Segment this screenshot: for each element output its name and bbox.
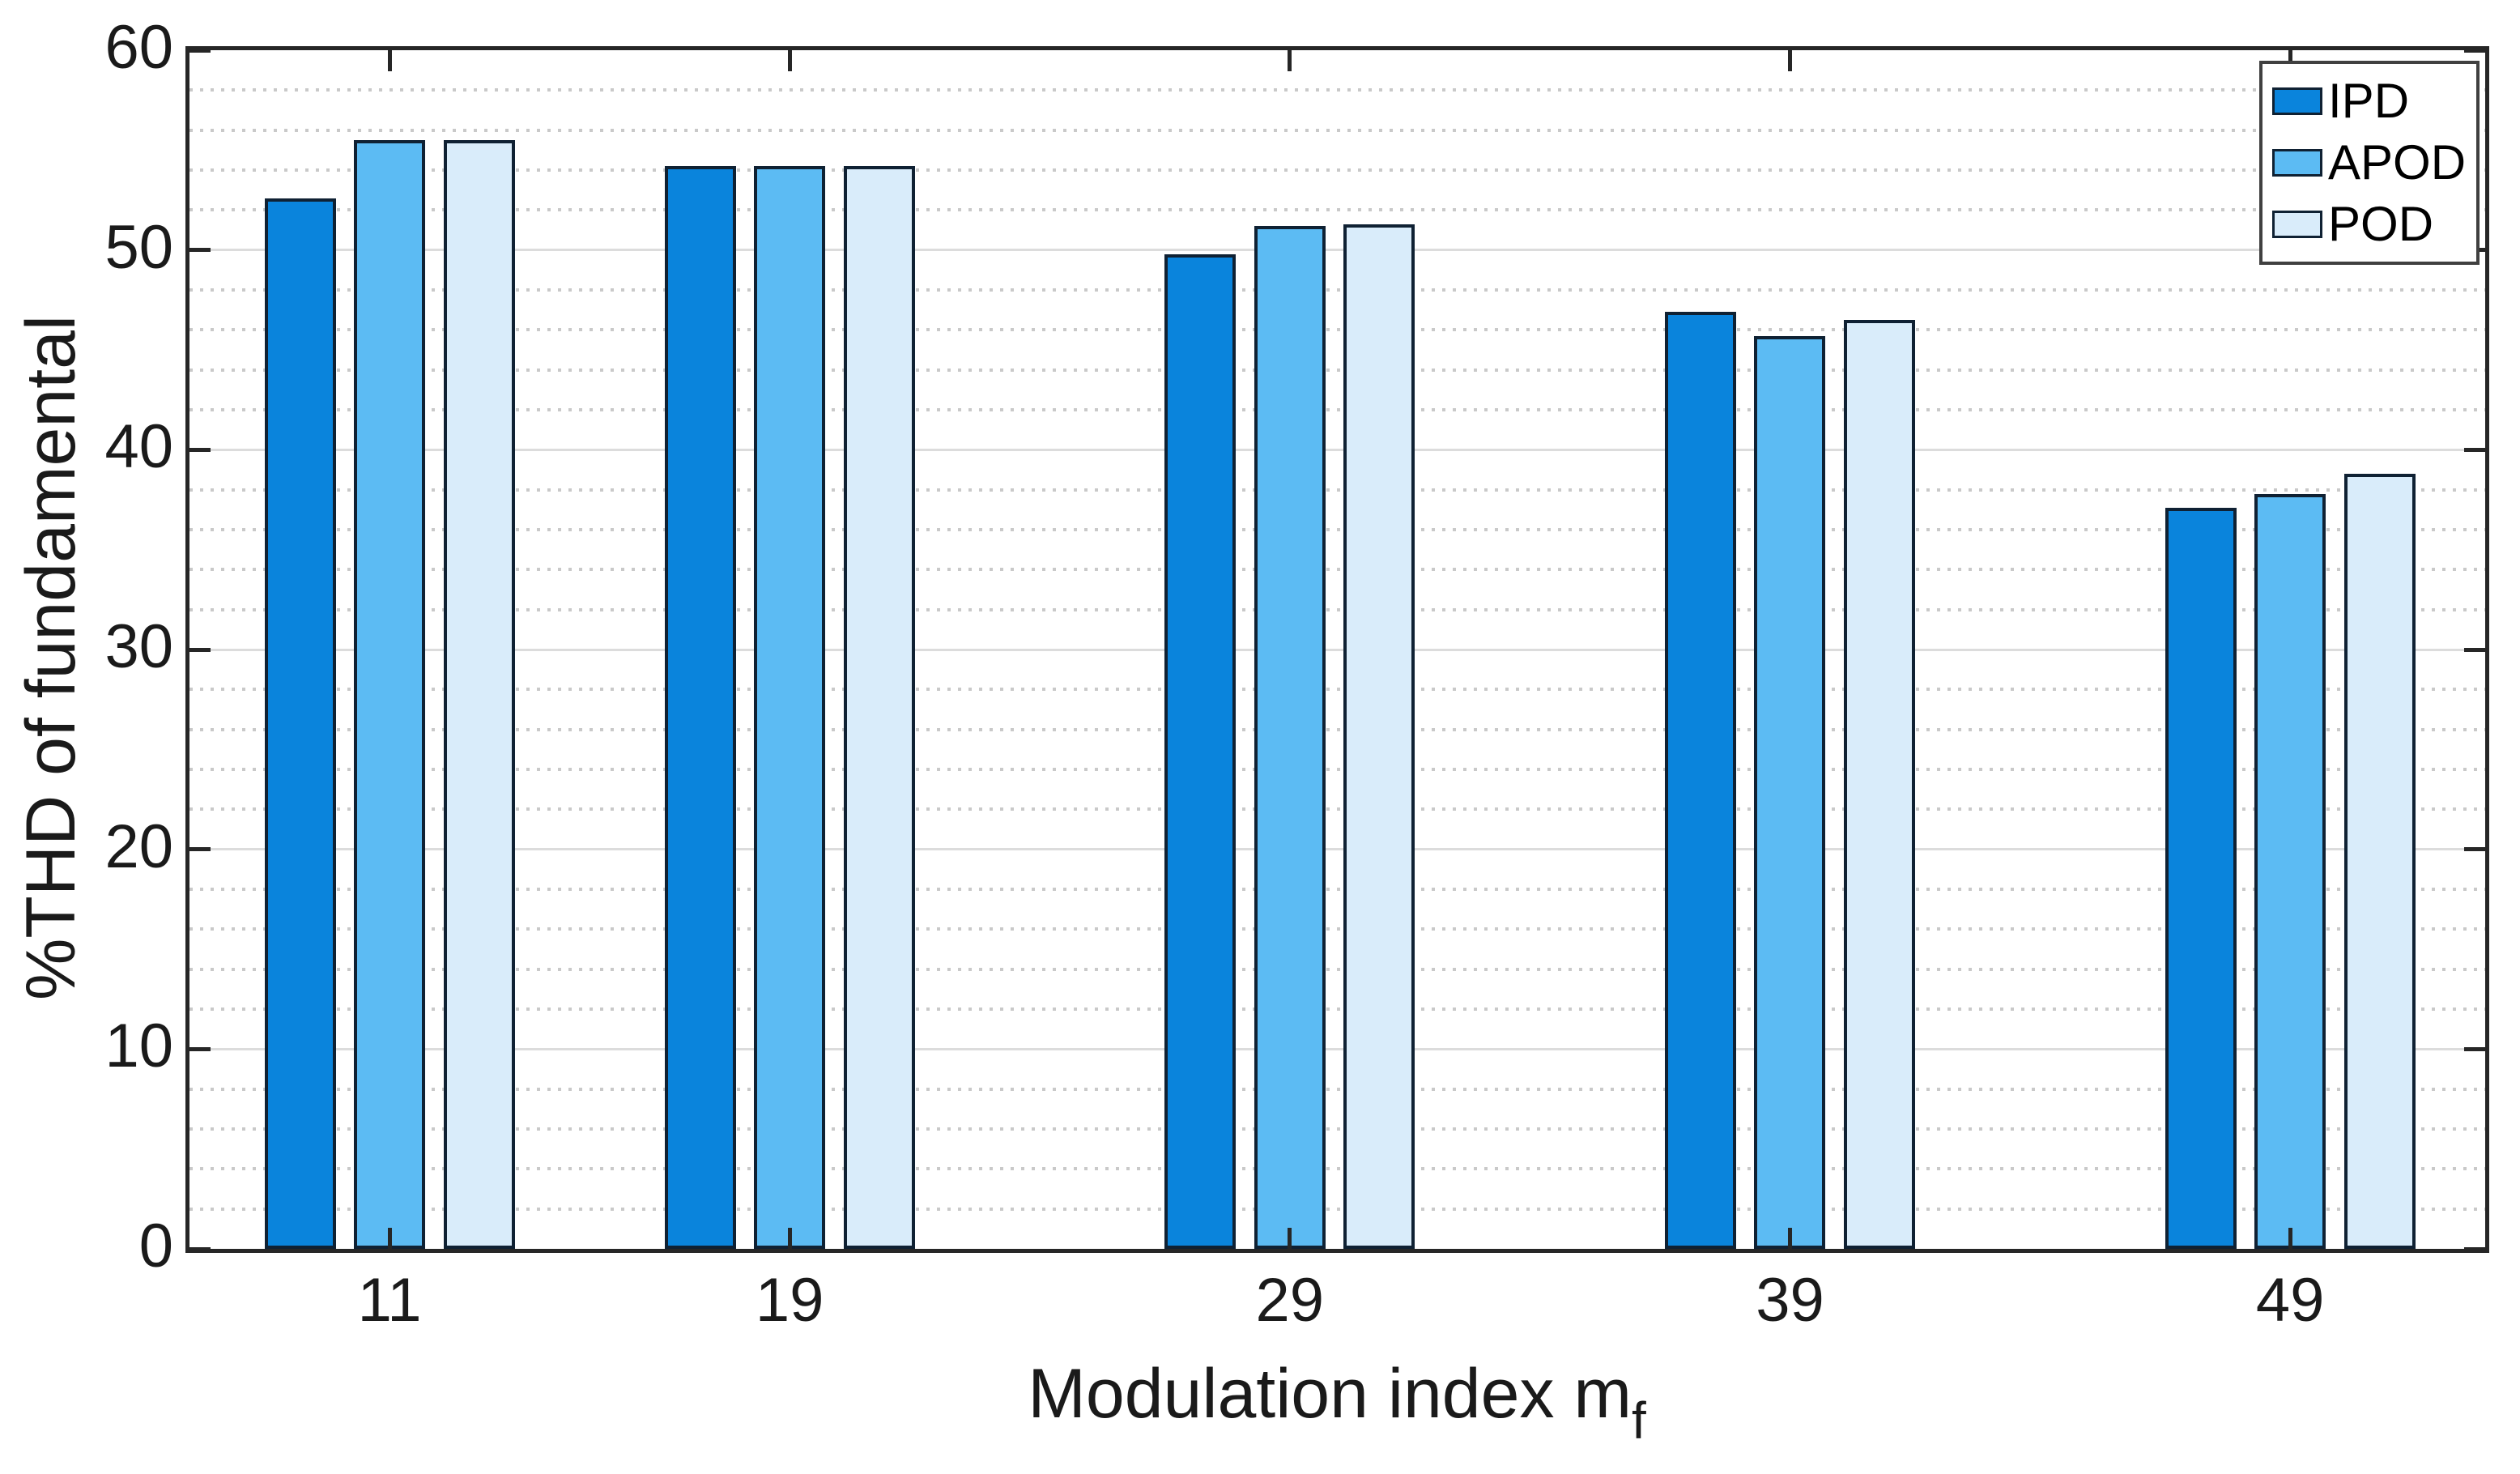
legend-swatch-APOD — [2272, 149, 2322, 177]
x-axis-title-subscript: f — [1631, 1391, 1646, 1450]
x-tick-top-39 — [1787, 50, 1792, 71]
minor-gridline-y4 — [189, 1167, 2485, 1171]
bar-IPD-29 — [1164, 253, 1237, 1249]
minor-gridline-y14 — [189, 967, 2485, 971]
y-tick-left-20 — [189, 847, 211, 852]
legend-item-IPD: IPD — [2272, 77, 2476, 126]
minor-gridline-y58 — [189, 88, 2485, 92]
x-tick-bottom-19 — [787, 1228, 792, 1249]
legend-label-APOD: APOD — [2328, 135, 2467, 190]
y-tick-label-50: 50 — [104, 212, 173, 282]
minor-gridline-y8 — [189, 1087, 2485, 1091]
y-tick-right-60 — [2464, 48, 2485, 53]
x-tick-label-29: 29 — [1255, 1266, 1325, 1335]
plot-area — [185, 46, 2489, 1253]
x-axis-title-main: Modulation index m — [1028, 1355, 1632, 1433]
y-tick-label-40: 40 — [104, 412, 173, 482]
bar-APOD-19 — [754, 166, 826, 1249]
bar-IPD-49 — [2165, 507, 2237, 1249]
x-tick-top-19 — [787, 50, 792, 71]
minor-gridline-y28 — [189, 688, 2485, 692]
major-gridline-y20 — [189, 848, 2485, 851]
minor-gridline-y46 — [189, 328, 2485, 332]
minor-gridline-y48 — [189, 288, 2485, 292]
legend-swatch-POD — [2272, 211, 2322, 238]
x-tick-bottom-29 — [1288, 1228, 1292, 1249]
bar-APOD-11 — [354, 140, 426, 1249]
bar-IPD-39 — [1664, 312, 1736, 1249]
y-tick-right-0 — [2464, 1246, 2485, 1251]
y-tick-left-60 — [189, 48, 211, 53]
y-tick-left-40 — [189, 447, 211, 452]
y-tick-right-30 — [2464, 647, 2485, 652]
major-gridline-y50 — [189, 249, 2485, 252]
y-tick-label-0: 0 — [138, 1211, 173, 1280]
bar-IPD-11 — [264, 198, 336, 1249]
bar-APOD-39 — [1754, 335, 1826, 1249]
x-tick-top-11 — [387, 50, 392, 71]
y-tick-left-30 — [189, 647, 211, 652]
y-tick-right-40 — [2464, 447, 2485, 452]
bar-APOD-49 — [2254, 493, 2326, 1249]
major-gridline-y40 — [189, 448, 2485, 451]
major-gridline-y10 — [189, 1047, 2485, 1050]
minor-gridline-y18 — [189, 888, 2485, 891]
minor-gridline-y56 — [189, 128, 2485, 132]
legend-label-IPD: IPD — [2328, 74, 2410, 128]
legend-swatch-IPD — [2272, 87, 2322, 115]
minor-gridline-y16 — [189, 927, 2485, 931]
minor-gridline-y54 — [189, 168, 2485, 172]
x-tick-bottom-39 — [1787, 1228, 1792, 1249]
y-tick-left-50 — [189, 248, 211, 253]
y-tick-right-20 — [2464, 847, 2485, 852]
minor-gridline-y6 — [189, 1127, 2485, 1131]
bar-POD-39 — [1843, 320, 1915, 1249]
y-tick-label-60: 60 — [104, 12, 173, 82]
legend-label-POD: POD — [2328, 197, 2434, 251]
bar-POD-29 — [1343, 224, 1415, 1249]
minor-gridline-y42 — [189, 408, 2485, 411]
bar-POD-19 — [843, 166, 915, 1249]
y-tick-label-20: 20 — [104, 812, 173, 881]
minor-gridline-y2 — [189, 1207, 2485, 1211]
minor-gridline-y52 — [189, 208, 2485, 212]
x-tick-top-29 — [1288, 50, 1292, 71]
x-tick-label-19: 19 — [755, 1266, 824, 1335]
x-tick-label-49: 49 — [2255, 1266, 2325, 1335]
y-tick-left-10 — [189, 1046, 211, 1051]
minor-gridline-y22 — [189, 807, 2485, 812]
y-tick-label-30: 30 — [104, 611, 173, 681]
minor-gridline-y36 — [189, 528, 2485, 531]
minor-gridline-y32 — [189, 607, 2485, 611]
x-tick-label-39: 39 — [1756, 1266, 1824, 1335]
legend-item-POD: POD — [2272, 200, 2476, 249]
major-gridline-y30 — [189, 648, 2485, 651]
bar-APOD-29 — [1254, 226, 1326, 1249]
minor-gridline-y34 — [189, 568, 2485, 572]
minor-gridline-y24 — [189, 768, 2485, 771]
legend: IPD APOD POD — [2259, 61, 2480, 265]
minor-gridline-y26 — [189, 727, 2485, 731]
minor-gridline-y38 — [189, 488, 2485, 492]
minor-gridline-y12 — [189, 1008, 2485, 1011]
bar-POD-49 — [2343, 473, 2416, 1249]
y-tick-label-10: 10 — [104, 1012, 173, 1081]
legend-item-APOD: APOD — [2272, 138, 2476, 187]
bar-IPD-19 — [664, 166, 736, 1249]
minor-gridline-y44 — [189, 368, 2485, 372]
x-tick-bottom-49 — [2288, 1228, 2292, 1249]
bar-POD-11 — [443, 140, 515, 1249]
x-tick-bottom-11 — [387, 1228, 392, 1249]
x-tick-label-11: 11 — [357, 1266, 422, 1335]
y-tick-left-0 — [189, 1246, 211, 1251]
x-axis-title: Modulation index mf — [1028, 1359, 1646, 1446]
y-tick-right-10 — [2464, 1046, 2485, 1051]
